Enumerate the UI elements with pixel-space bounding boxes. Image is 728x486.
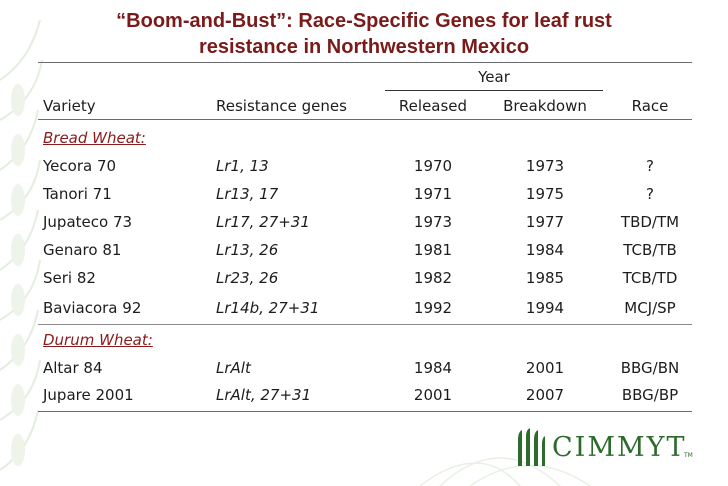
released-cell: 2001 [413, 386, 453, 404]
released-cell: 1971 [413, 185, 453, 203]
variety-cell: Jupare 2001 [43, 386, 134, 404]
variety-cell: Genaro 81 [43, 241, 122, 259]
released-cell: 1970 [413, 157, 453, 175]
race-cell: ? [646, 157, 654, 175]
genes-cell: Lr14b, 27+31 [216, 299, 320, 317]
variety-cell: Altar 84 [43, 359, 103, 377]
race-cell: ? [646, 185, 654, 203]
breakdown-cell: 1973 [525, 157, 565, 175]
year-group-header: Year [478, 68, 510, 86]
header-resistance-genes: Resistance genes [216, 97, 347, 115]
table-bottom-rule [38, 411, 692, 412]
genes-cell: Lr13, 26 [216, 241, 279, 259]
variety-cell: Baviacora 92 [43, 299, 142, 317]
variety-cell: Jupateco 73 [43, 213, 133, 231]
header-variety: Variety [43, 97, 96, 115]
genes-cell: Lr23, 26 [216, 269, 279, 287]
breakdown-cell: 1984 [525, 241, 565, 259]
genes-cell: LrAlt, 27+31 [216, 386, 312, 404]
header-breakdown: Breakdown [503, 97, 587, 115]
breakdown-cell: 1994 [525, 299, 565, 317]
race-cell: MCJ/SP [624, 299, 676, 317]
year-group-rule [385, 90, 603, 91]
breakdown-cell: 1977 [525, 213, 565, 231]
race-cell: TCB/TD [622, 269, 678, 287]
race-cell: BBG/BN [620, 359, 680, 377]
breakdown-cell: 2001 [525, 359, 565, 377]
released-cell: 1982 [413, 269, 453, 287]
wheat-logo-icon [518, 428, 545, 466]
race-cell: TCB/TB [623, 241, 677, 259]
header-bottom-rule [38, 119, 692, 120]
race-cell: TBD/TM [620, 213, 680, 231]
breakdown-cell: 2007 [525, 386, 565, 404]
page-title: “Boom-and-Bust”: Race-Specific Genes for… [40, 8, 688, 60]
cimmyt-logo: CIMMYT TM [510, 428, 700, 468]
released-cell: 1984 [413, 359, 453, 377]
variety-cell: Yecora 70 [43, 157, 117, 175]
variety-cell: Tanori 71 [43, 185, 112, 203]
released-cell: 1973 [413, 213, 453, 231]
released-cell: 1981 [413, 241, 453, 259]
logo-trademark: TM [684, 452, 693, 459]
released-cell: 1992 [413, 299, 453, 317]
breakdown-cell: 1975 [525, 185, 565, 203]
header-released: Released [398, 97, 468, 115]
race-cell: BBG/BP [621, 386, 679, 404]
table-top-rule [38, 62, 692, 63]
title-line-2: resistance in Northwestern Mexico [198, 36, 530, 58]
breakdown-cell: 1985 [525, 269, 565, 287]
title-line-1: “Boom-and-Bust”: Race-Specific Genes for… [116, 10, 612, 32]
genes-cell: LrAlt [216, 359, 251, 377]
section-label-bread-wheat: Bread Wheat: [43, 129, 146, 147]
section-label-durum-wheat: Durum Wheat: [43, 331, 153, 349]
logo-wordmark: CIMMYT [552, 432, 687, 463]
variety-cell: Seri 82 [43, 269, 96, 287]
genes-cell: Lr1, 13 [216, 157, 269, 175]
genes-cell: Lr17, 27+31 [216, 213, 310, 231]
genes-cell: Lr13, 17 [216, 185, 279, 203]
header-race: Race [631, 97, 669, 115]
section-divider-rule [38, 324, 692, 325]
